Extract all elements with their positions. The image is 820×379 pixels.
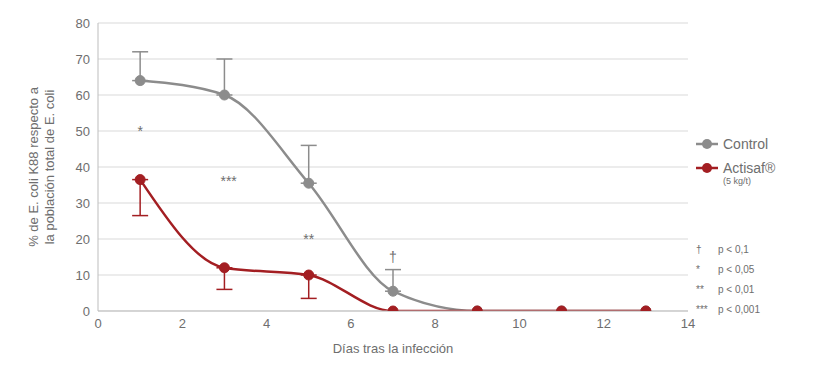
svg-text:0: 0 [83, 304, 90, 319]
html-text:p < 0,05: p < 0,05 [718, 264, 755, 275]
html-text:p < 0,001: p < 0,001 [718, 304, 760, 315]
svg-text:70: 70 [76, 52, 90, 67]
svg-text:12: 12 [596, 316, 610, 331]
svg-text:30: 30 [76, 196, 90, 211]
svg-text:†: † [389, 249, 397, 265]
svg-text:% de E. coli K88 respecto ala: % de E. coli K88 respecto ala población … [26, 86, 57, 246]
html-text:Control: Control [723, 136, 769, 152]
svg-text:80: 80 [76, 16, 90, 31]
svg-text:2: 2 [179, 316, 186, 331]
html-text:p < 0,01: p < 0,01 [718, 284, 755, 295]
html-text:p < 0,1: p < 0,1 [718, 244, 749, 255]
svg-text:10: 10 [512, 316, 526, 331]
svg-text:8: 8 [432, 316, 439, 331]
svg-text:Días tras la infección: Días tras la infección [333, 341, 454, 356]
svg-text:4: 4 [263, 316, 270, 331]
svg-text:20: 20 [76, 232, 90, 247]
svg-text:60: 60 [76, 88, 90, 103]
svg-text:6: 6 [347, 316, 354, 331]
svg-text:50: 50 [76, 124, 90, 139]
svg-text:14: 14 [681, 316, 695, 331]
svg-text:10: 10 [76, 268, 90, 283]
svg-text:***: *** [220, 173, 237, 189]
svg-text:0: 0 [94, 316, 101, 331]
svg-text:*: * [137, 123, 143, 139]
svg-text:**: ** [303, 231, 314, 247]
svg-text:40: 40 [76, 160, 90, 175]
html-text:Actisaf®: Actisaf® [723, 160, 776, 176]
html-text:(5 kg/t): (5 kg/t) [723, 176, 751, 186]
